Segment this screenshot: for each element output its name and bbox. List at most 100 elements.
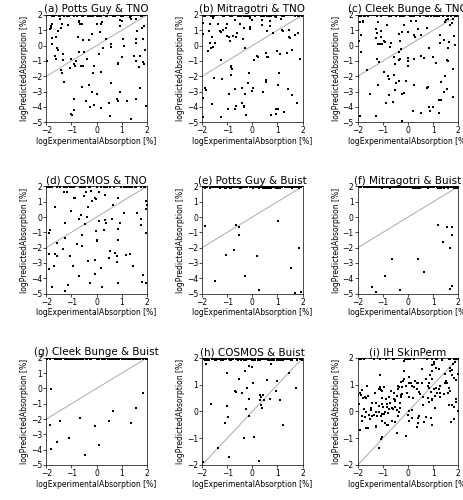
Point xyxy=(139,355,147,363)
Point xyxy=(377,12,385,20)
Point xyxy=(214,355,222,363)
Point xyxy=(69,354,76,362)
Point xyxy=(452,398,459,406)
Point xyxy=(397,286,404,294)
Point xyxy=(232,34,240,42)
Point xyxy=(438,355,446,363)
Point xyxy=(107,354,115,362)
Point xyxy=(103,183,110,191)
Point xyxy=(431,392,438,400)
Point xyxy=(117,354,124,362)
Point xyxy=(105,354,113,362)
Point xyxy=(428,360,435,368)
Point xyxy=(220,354,227,362)
Point xyxy=(382,184,389,192)
Point xyxy=(209,354,217,362)
Point xyxy=(53,44,61,52)
Point xyxy=(50,354,58,362)
Point xyxy=(409,182,416,190)
Point xyxy=(66,354,74,362)
Point xyxy=(423,355,431,363)
Point xyxy=(201,354,208,362)
Point xyxy=(67,207,75,215)
X-axis label: logExperimentalAbsorption [%]: logExperimentalAbsorption [%] xyxy=(37,136,156,145)
Y-axis label: logPredictedAbsorption [%]: logPredictedAbsorption [%] xyxy=(332,188,341,292)
Point xyxy=(273,183,281,191)
Point xyxy=(210,14,217,22)
Point xyxy=(103,354,111,362)
Point xyxy=(132,354,139,362)
Point xyxy=(384,402,391,410)
Point xyxy=(367,406,375,414)
Point xyxy=(241,183,249,191)
Point xyxy=(236,355,244,363)
Point xyxy=(208,183,215,191)
Point xyxy=(92,354,100,362)
Point xyxy=(298,355,305,363)
Point xyxy=(80,354,87,362)
Point xyxy=(110,354,117,362)
Point xyxy=(444,184,452,192)
Point xyxy=(399,384,406,392)
Point xyxy=(268,184,275,192)
Point xyxy=(138,215,145,223)
Point xyxy=(74,11,81,19)
Point xyxy=(413,11,420,19)
Point xyxy=(92,270,99,278)
Point xyxy=(228,355,235,363)
Point xyxy=(90,354,98,362)
Point xyxy=(361,183,369,191)
Point xyxy=(448,231,456,239)
Point xyxy=(134,11,141,19)
Point xyxy=(242,356,249,364)
Point xyxy=(412,182,419,190)
Point xyxy=(63,188,71,196)
Point xyxy=(85,12,93,20)
Point xyxy=(225,452,232,460)
Point xyxy=(430,183,438,191)
Point xyxy=(68,182,75,190)
Point xyxy=(415,388,423,396)
Point xyxy=(263,12,270,20)
Point xyxy=(415,184,423,192)
Point xyxy=(375,182,382,190)
Point xyxy=(77,355,85,363)
Point xyxy=(228,12,235,20)
Point xyxy=(379,403,386,411)
Point xyxy=(437,183,444,191)
Point xyxy=(387,39,394,47)
Point xyxy=(380,183,388,191)
Point xyxy=(435,183,442,191)
Point xyxy=(395,76,402,84)
Point xyxy=(446,184,454,192)
Point xyxy=(124,12,131,20)
Point xyxy=(420,354,427,362)
Point xyxy=(285,183,293,191)
Point xyxy=(97,11,105,19)
Point xyxy=(390,355,398,363)
Point xyxy=(413,184,420,192)
Point xyxy=(131,183,139,191)
Point xyxy=(384,12,391,20)
Point xyxy=(357,12,365,20)
Point xyxy=(355,182,363,190)
Point xyxy=(117,354,125,362)
Point xyxy=(381,68,388,76)
Point xyxy=(373,112,380,120)
Point xyxy=(278,26,286,34)
Point xyxy=(407,11,415,19)
Point xyxy=(140,354,147,362)
Point xyxy=(136,84,144,92)
Point xyxy=(381,38,388,46)
Point xyxy=(291,12,298,20)
Point xyxy=(131,354,138,362)
Point xyxy=(202,12,209,20)
Point xyxy=(234,11,242,19)
Point xyxy=(413,385,421,393)
Point xyxy=(89,12,97,20)
Point xyxy=(260,183,268,191)
Point xyxy=(115,11,123,19)
Point xyxy=(420,184,427,192)
Point xyxy=(46,355,54,363)
Point xyxy=(97,68,105,76)
